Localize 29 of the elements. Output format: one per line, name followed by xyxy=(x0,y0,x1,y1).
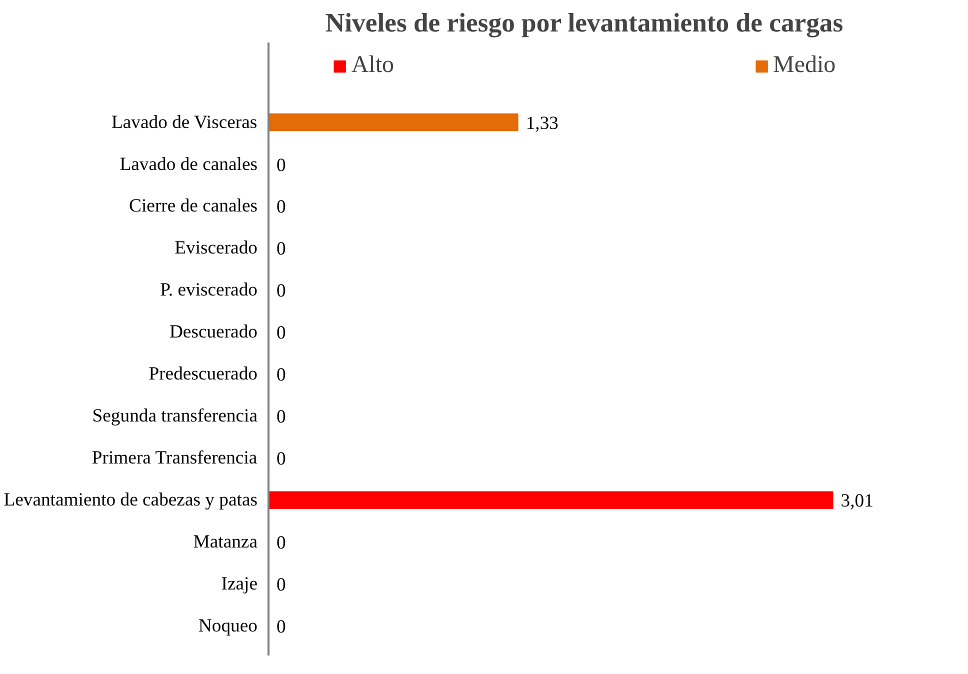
chart-title: Niveles de riesgo por levantamiento de cargas xyxy=(325,8,844,38)
y-tick-label: Noqueo xyxy=(198,616,258,637)
data-label: 3,01 xyxy=(840,490,874,512)
data-label: 0 xyxy=(276,154,286,176)
y-tick-label: Izaje xyxy=(221,574,258,595)
y-tick-label: Descuerado xyxy=(169,322,258,343)
y-tick-label: Eviscerado xyxy=(174,238,258,259)
data-label: 1,33 xyxy=(526,112,558,134)
y-tick-label: P. eviscerado xyxy=(160,280,258,301)
y-tick-label: Matanza xyxy=(193,532,258,553)
data-label: 0 xyxy=(276,280,286,302)
data-label: 0 xyxy=(276,532,286,554)
data-label: 0 xyxy=(276,322,286,344)
data-label: 0 xyxy=(276,238,286,260)
data-label: 0 xyxy=(276,196,286,218)
y-tick-label: Lavado de Visceras xyxy=(112,112,258,133)
y-tick-label: Levantamiento de cabezas y patas xyxy=(4,490,258,511)
data-label: 0 xyxy=(276,616,286,638)
y-tick-label: Cierre de canales xyxy=(129,196,258,217)
legend-label: Medio xyxy=(773,52,836,79)
y-tick-label: Lavado de canales xyxy=(120,154,258,175)
y-tick-label: Primera Transferencia xyxy=(92,448,258,469)
y-tick-label: Segunda transferencia xyxy=(92,406,258,427)
data-label: 0 xyxy=(276,364,286,386)
data-label: 0 xyxy=(276,574,286,596)
y-tick-label: Predescuerado xyxy=(148,364,258,385)
data-label: 0 xyxy=(276,448,286,470)
legend-label: Alto xyxy=(351,52,394,79)
data-label: 0 xyxy=(276,406,286,428)
